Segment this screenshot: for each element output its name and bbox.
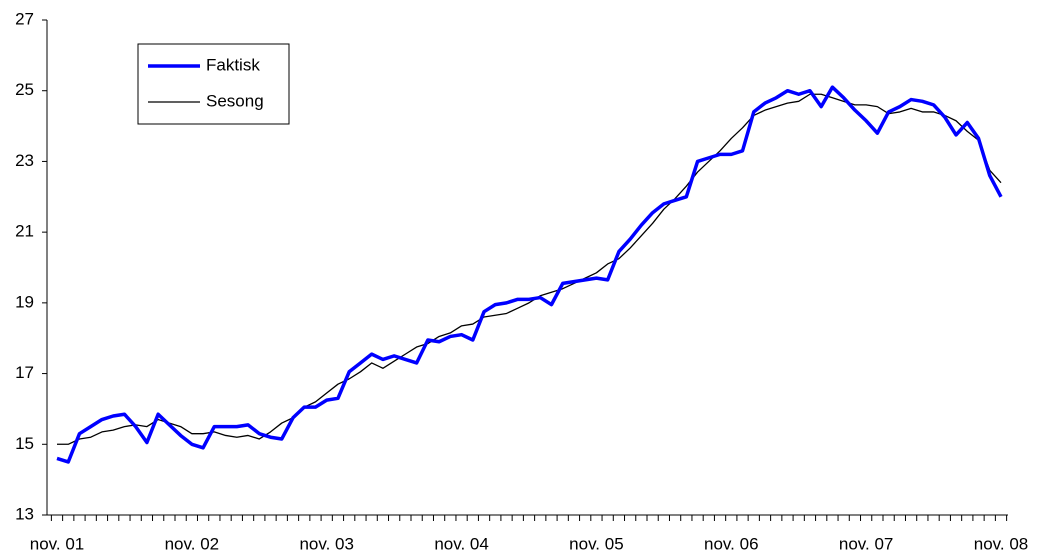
series-line [57, 93, 1002, 445]
x-tick-label: nov. 07 [839, 534, 894, 553]
legend-label: Faktisk [206, 55, 260, 74]
x-tick-label: nov. 03 [299, 534, 354, 553]
y-tick-label: 27 [15, 9, 34, 28]
x-tick-label: nov. 06 [704, 534, 759, 553]
x-tick-label: nov. 04 [434, 534, 489, 553]
y-tick-label: 21 [15, 222, 34, 241]
y-tick-label: 15 [15, 434, 34, 453]
y-tick-label: 17 [15, 363, 34, 382]
y-tick-label: 25 [15, 80, 34, 99]
y-tick-label: 19 [15, 292, 34, 311]
x-tick-label: nov. 02 [165, 534, 220, 553]
x-tick-label: nov. 05 [569, 534, 624, 553]
series-line [56, 85, 1003, 464]
y-tick-label: 23 [15, 151, 34, 170]
x-tick-label: nov. 01 [30, 534, 85, 553]
y-tick-label: 13 [15, 504, 34, 523]
x-tick-label: nov. 08 [974, 534, 1029, 553]
legend-box [137, 43, 290, 125]
legend-label: Sesong [206, 91, 264, 110]
